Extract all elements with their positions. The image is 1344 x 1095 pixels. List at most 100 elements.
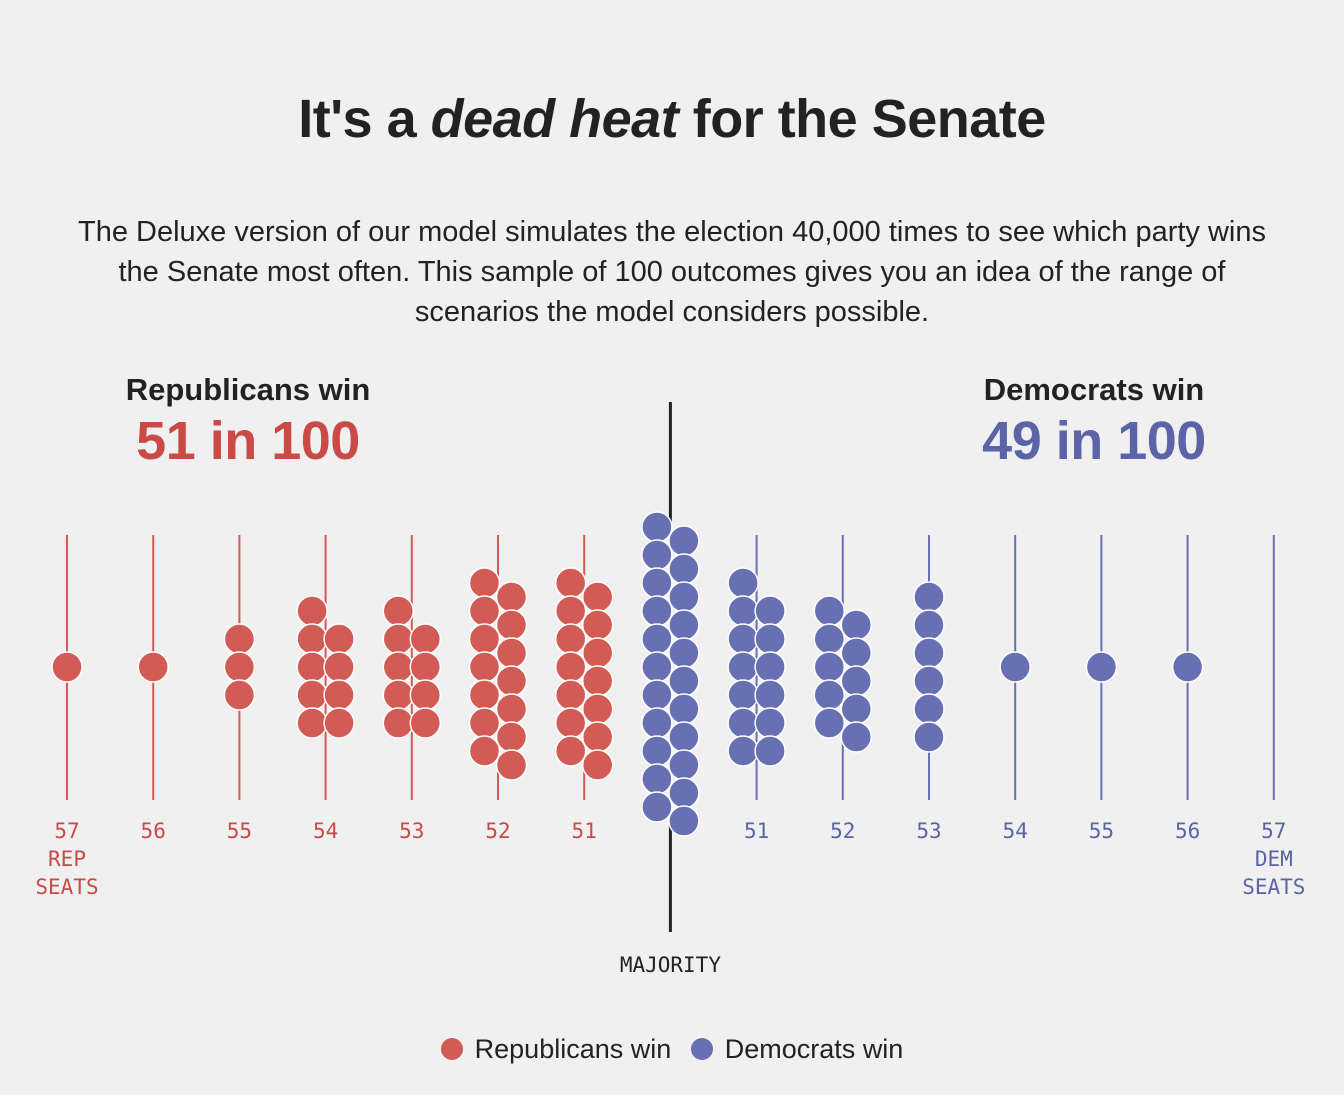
outcome-dot-dem (641, 735, 673, 767)
outcome-dot-dem (727, 623, 759, 655)
tick-label: 51 (744, 819, 769, 843)
outcome-dot-rep (554, 679, 587, 711)
majority-label: MAJORITY (620, 953, 722, 977)
outcome-dot-rep (323, 679, 355, 711)
outcome-dot-rep (581, 665, 614, 697)
outcome-dot-rep (554, 651, 587, 683)
outcome-dot-rep (554, 707, 587, 739)
legend-swatch-rep (440, 1037, 463, 1060)
outcome-dot-dem (668, 581, 700, 613)
outcome-dot-rep (581, 581, 614, 613)
outcome-dot-rep (409, 623, 442, 655)
outcome-dot-dem (754, 679, 786, 711)
legend-label-dem: Democrats win (724, 1034, 904, 1064)
outcome-dot-rep (468, 623, 501, 655)
outcome-dot-rep (468, 567, 501, 599)
tick-label: 57 (1261, 819, 1286, 843)
outcome-dot-dem (668, 609, 700, 641)
tick-label: 51 (572, 819, 597, 843)
outcome-dot-rep (495, 749, 528, 781)
outcome-dot-rep (554, 595, 587, 627)
outcome-dot-dem (641, 679, 673, 711)
outcome-dot-rep (468, 595, 501, 627)
outcome-dot-dem (641, 595, 673, 627)
legend: Republicans win Democrats win (0, 1034, 1344, 1068)
title-pre: It's a (298, 89, 431, 149)
outcome-dot-dem (840, 637, 873, 669)
tick-label: 53 (399, 819, 424, 843)
outcome-dot-dem (727, 567, 759, 599)
tick-label: 56 (141, 819, 166, 843)
outcome-dot-rep (296, 679, 328, 711)
outcome-dot-rep (495, 637, 528, 669)
outcome-dot-dem (813, 623, 846, 655)
outcome-dot-dem (913, 637, 945, 669)
outcome-dot-rep (409, 679, 442, 711)
outcome-dot-rep (382, 707, 415, 739)
outcome-dot-dem (641, 651, 673, 683)
outcome-dot-dem (754, 623, 786, 655)
outcome-dot-dem (641, 539, 673, 571)
rep-headline-value: 51 in 100 (136, 411, 360, 471)
tick-label: 54 (1003, 819, 1028, 843)
tick-label: 55 (227, 819, 252, 843)
outcome-dot-dem (913, 581, 945, 613)
outcome-dot-dem (913, 665, 945, 697)
outcome-dot-dem (641, 623, 673, 655)
outcome-dot-rep (409, 651, 442, 683)
outcome-dot-rep (581, 693, 614, 725)
outcome-dot-dem (641, 763, 673, 795)
outcome-dot-dem (668, 777, 700, 809)
chart-subtitle: The Deluxe version of our model simulate… (78, 216, 1266, 328)
outcome-dot-dem (813, 679, 846, 711)
rep-axis-suffix: REP (48, 847, 86, 871)
outcome-dot-rep (382, 679, 415, 711)
outcome-dot-rep (296, 707, 328, 739)
outcome-dot-dem (668, 721, 700, 753)
outcome-dot-dem (754, 651, 786, 683)
outcome-dot-dem (727, 679, 759, 711)
outcome-dot-dem (1171, 651, 1204, 683)
outcome-dot-rep (382, 651, 415, 683)
outcome-dot-rep (495, 721, 528, 753)
rep-axis-suffix: SEATS (35, 875, 98, 899)
dem-axis-suffix: SEATS (1242, 875, 1305, 899)
outcome-dot-dem (668, 665, 700, 697)
outcome-dot-dem (840, 721, 873, 753)
tick-label: 54 (313, 819, 338, 843)
tick-label: 52 (830, 819, 855, 843)
outcome-dot-dem (668, 749, 700, 781)
outcome-dot-rep (296, 623, 328, 655)
dem-headline: Democrats win 49 in 100 (884, 372, 1304, 472)
outcome-dot-rep (382, 595, 415, 627)
legend-item-rep: Republicans win (440, 1034, 671, 1065)
outcome-dot-rep (495, 693, 528, 725)
tick-label: 55 (1089, 819, 1114, 843)
outcome-dot-dem (668, 637, 700, 669)
rep-headline-label: Republicans win (125, 372, 371, 407)
outcome-dot-rep (382, 623, 415, 655)
outcome-dot-rep (223, 651, 256, 683)
outcome-dot-dem (913, 693, 945, 725)
outcome-dot-dem (999, 651, 1031, 683)
outcome-dot-dem (668, 553, 700, 585)
legend-swatch-dem (690, 1037, 713, 1060)
outcome-dot-rep (581, 637, 614, 669)
outcome-dot-rep (495, 581, 528, 613)
title-emphasis: dead heat (430, 89, 679, 149)
outcome-dot-rep (223, 623, 256, 655)
outcome-dot-rep (137, 651, 169, 683)
outcome-dot-rep (554, 623, 587, 655)
outcome-dot-dem (641, 791, 673, 823)
outcome-dot-rep (554, 735, 587, 767)
outcome-dot-dem (813, 595, 846, 627)
outcome-dot-dem (641, 511, 673, 543)
outcome-dot-rep (323, 623, 355, 655)
legend-item-dem: Democrats win (690, 1034, 904, 1065)
outcome-dot-rep (296, 595, 328, 627)
outcome-dot-dem (668, 525, 700, 557)
outcome-dot-dem (813, 707, 846, 739)
outcome-dot-dem (840, 609, 873, 641)
outcome-dot-rep (223, 679, 256, 711)
outcome-dot-rep (581, 749, 614, 781)
